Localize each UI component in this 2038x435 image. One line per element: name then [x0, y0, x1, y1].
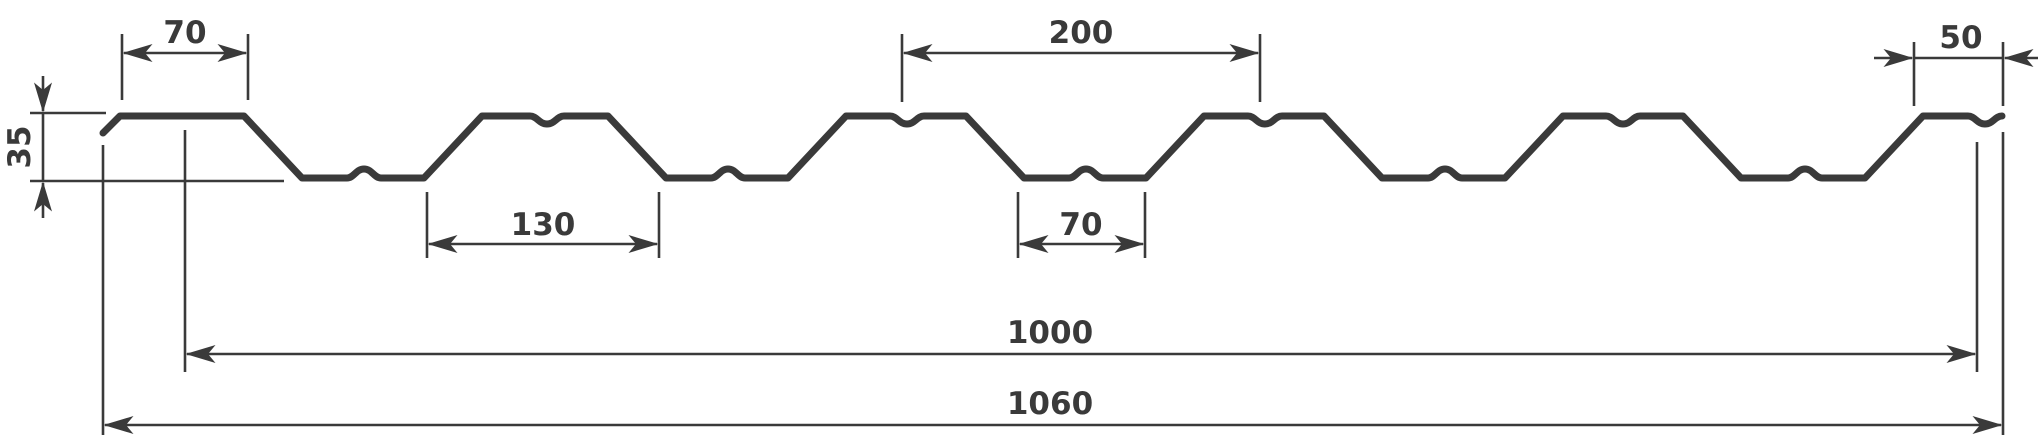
- label-end-flange-width: 50: [1939, 20, 1982, 56]
- label-pitch: 200: [1049, 15, 1114, 51]
- dimension-top-flange: [120, 34, 250, 100]
- label-bottom-trough-width: 130: [511, 207, 576, 243]
- dimension-total-width: [101, 132, 2005, 435]
- dimension-useful-width: [183, 130, 1979, 372]
- label-top-flange-width: 70: [163, 15, 206, 51]
- dimension-profile-height: [30, 76, 284, 218]
- label-profile-height: 35: [2, 125, 38, 168]
- sheet-profile: [99, 112, 2006, 182]
- corrugated-profile-line: [99, 112, 2006, 182]
- label-useful-width: 1000: [1007, 315, 1093, 351]
- dimension-bottom-trough: [425, 192, 661, 258]
- dimension-pitch: [900, 34, 1262, 102]
- label-bottom-flange-width: 70: [1059, 207, 1102, 243]
- label-total-width: 1060: [1007, 386, 1093, 422]
- dimension-end-flange: [1874, 42, 2038, 106]
- dimension-bottom-flange: [1016, 192, 1147, 258]
